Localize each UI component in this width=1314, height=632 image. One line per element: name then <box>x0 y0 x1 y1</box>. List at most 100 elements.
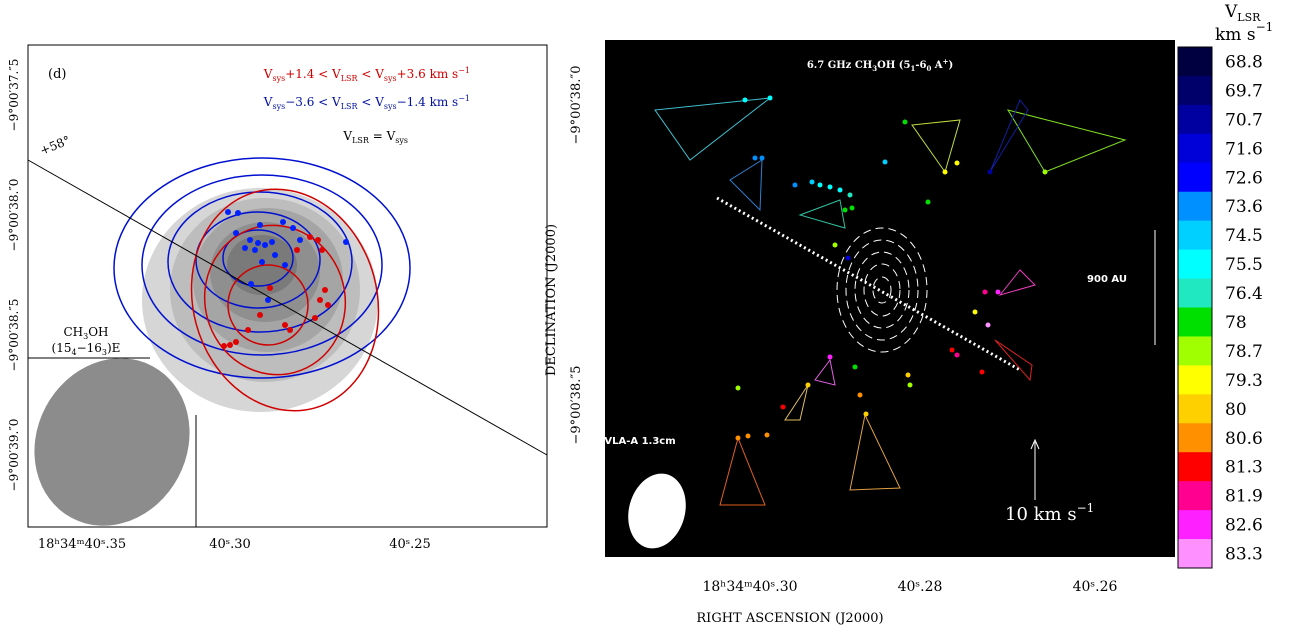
x-tick-label: 40ˢ.28 <box>898 579 943 595</box>
colorbar-swatch <box>1178 105 1212 134</box>
y-axis-label: DECLINATION (J2000) <box>544 224 559 376</box>
text-part: sys <box>272 74 285 83</box>
text-part: < V <box>358 95 385 109</box>
colorbar-label: 83.3 <box>1225 545 1263 565</box>
colorbar-swatch <box>1178 221 1212 250</box>
text-part: A <box>931 60 942 71</box>
text-part: < V <box>358 67 385 81</box>
shape <box>850 206 855 211</box>
text-part: ) <box>948 60 953 71</box>
shape <box>736 436 741 441</box>
colorbar-label: 72.6 <box>1225 168 1263 188</box>
transition: (154−163)E <box>52 341 121 357</box>
right-frame <box>605 40 1175 557</box>
colorbar-swatch <box>1178 394 1212 423</box>
text-part: sys <box>395 136 408 145</box>
colorbar-swatch <box>1178 192 1212 221</box>
text-part: CH <box>63 325 83 339</box>
colorbar-swatch <box>1178 308 1212 337</box>
x-tick-label: 18ʰ34ᵐ40ˢ.30 <box>702 579 797 595</box>
shape <box>269 239 275 245</box>
shape <box>233 230 239 236</box>
y-tick-label: −9°00′37.″5 <box>7 59 21 132</box>
shape <box>883 160 888 165</box>
shape <box>843 208 848 213</box>
shape <box>247 237 253 243</box>
shape <box>906 373 911 378</box>
colorbar-swatch <box>1178 47 1212 76</box>
text-part: OH <box>88 325 108 339</box>
shape <box>225 209 231 215</box>
colorbar-label: 78.7 <box>1225 342 1263 362</box>
shape <box>262 242 268 248</box>
colorbar-swatch <box>1178 279 1212 308</box>
colorbar-label: 75.5 <box>1225 255 1263 275</box>
shape <box>297 237 303 243</box>
telescope-label: VLA-A 1.3cm <box>604 436 675 447</box>
text-part: +1.4 < V <box>285 67 341 81</box>
shape <box>980 370 985 375</box>
shape <box>848 193 853 198</box>
colorbar-label: 74.5 <box>1225 226 1263 246</box>
shape <box>242 245 248 251</box>
shape <box>858 393 863 398</box>
shape <box>838 188 843 193</box>
text-part: -6 <box>915 60 926 71</box>
panel-label: (d) <box>48 67 66 82</box>
shape <box>221 343 227 349</box>
shape <box>322 287 328 293</box>
shape <box>955 161 960 166</box>
colorbar-swatch <box>1178 452 1212 481</box>
shape <box>768 96 773 101</box>
shape <box>257 312 263 318</box>
y-tick-label: −9°00′38.″0 <box>7 179 21 252</box>
colorbar-label: 73.6 <box>1225 197 1263 217</box>
y-tick-label: −9°00′38.″0 <box>569 66 584 145</box>
x-tick-label: 40ˢ.30 <box>209 537 251 552</box>
text-part: V <box>263 95 273 109</box>
shape <box>248 281 254 287</box>
text-part: 10 km s <box>1005 504 1077 525</box>
colorbar-swatch <box>1178 250 1212 279</box>
colorbar-swatch <box>1178 336 1212 365</box>
shape <box>793 183 798 188</box>
colorbar-label: 82.6 <box>1225 516 1263 536</box>
colorbar-label: 76.4 <box>1225 284 1263 304</box>
shape <box>280 219 286 225</box>
shape <box>955 353 960 358</box>
shape <box>973 310 978 315</box>
shape <box>307 234 313 240</box>
shape <box>1043 170 1048 175</box>
shape <box>864 412 869 417</box>
shape <box>736 386 741 391</box>
shape <box>245 327 251 333</box>
text-part: −1 <box>458 66 470 75</box>
shape <box>903 120 908 125</box>
shape <box>319 247 325 253</box>
shape <box>753 156 758 161</box>
shape <box>765 433 770 438</box>
text-part: −3.6 < V <box>285 95 341 109</box>
shape <box>760 156 765 161</box>
text-part: km s <box>1215 25 1256 45</box>
shape <box>325 302 331 308</box>
text-part: OH (5 <box>877 60 910 71</box>
left-panel: (d) Vsys+1.4 < VLSR < Vsys+3.6 km s−1 Vs… <box>5 45 547 553</box>
shape <box>235 210 241 216</box>
text-part: (15 <box>52 341 72 355</box>
shape <box>294 247 300 253</box>
colorbar-swatch <box>1178 134 1212 163</box>
shape <box>986 323 991 328</box>
shape <box>227 342 233 348</box>
y-tick-label: −9°00′39.″0 <box>7 419 21 492</box>
text-part: V <box>342 129 352 143</box>
legend-blue: Vsys−3.6 < VLSR < Vsys−1.4 km s−1 <box>263 94 470 111</box>
shape <box>255 240 261 246</box>
text-part: −1 <box>1256 20 1274 34</box>
colorbar-label: 69.7 <box>1225 81 1263 101</box>
text-part: −1.4 km s <box>397 95 459 109</box>
shape <box>818 183 823 188</box>
text-part: LSR <box>341 102 359 111</box>
shape <box>908 383 913 388</box>
shape <box>983 290 988 295</box>
